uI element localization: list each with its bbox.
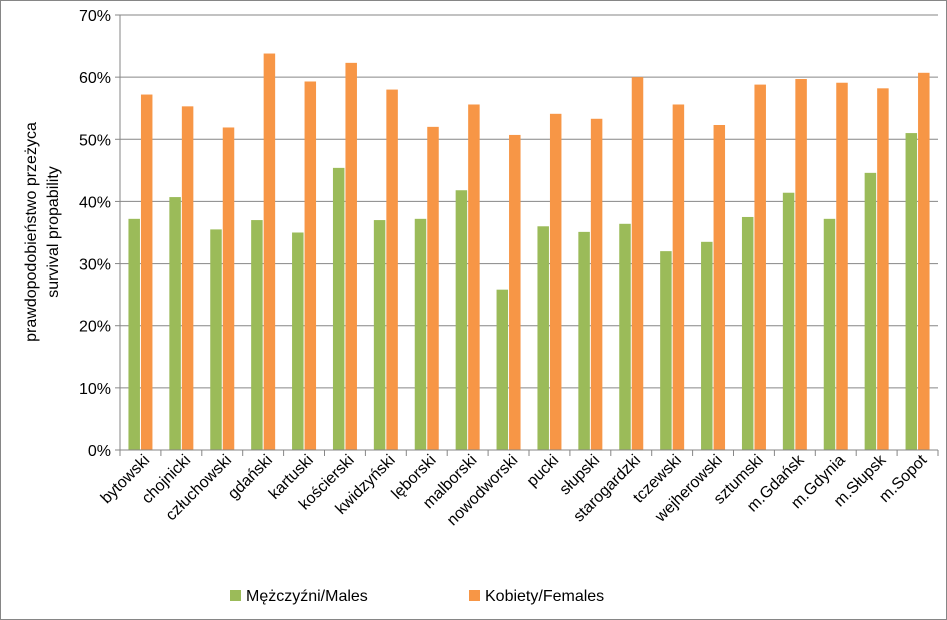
bar-females	[222, 127, 235, 450]
bar-males	[823, 218, 836, 450]
x-tick-label: pucki	[524, 452, 562, 490]
bar-males	[169, 197, 181, 450]
bar-males	[373, 220, 386, 450]
bar-males	[782, 192, 795, 450]
bar-females	[672, 104, 685, 450]
x-tick-label: gdański	[225, 452, 276, 503]
legend-label: Mężczyźni/Males	[246, 588, 368, 605]
bar-females	[181, 106, 194, 450]
bar-males	[496, 289, 509, 450]
bar-females	[836, 82, 848, 450]
gridlines	[120, 14, 938, 389]
legend: Mężczyźni/Males Kobiety/Females	[230, 588, 604, 605]
y-tick-label: 60%	[79, 70, 111, 87]
bar-females	[263, 53, 276, 451]
bar-females	[590, 118, 603, 451]
bar-males	[660, 251, 672, 450]
bar-males	[128, 218, 140, 450]
bar-males	[864, 172, 877, 451]
bar-males	[251, 220, 263, 450]
bar-females	[877, 88, 889, 450]
y-tick-label: 30%	[79, 257, 111, 274]
bar-females	[509, 134, 521, 450]
bar-females	[304, 81, 317, 450]
bar-females	[713, 124, 726, 450]
y-tick-label: 0%	[88, 443, 111, 460]
bars	[128, 53, 930, 451]
bar-males	[619, 223, 631, 450]
x-tick-labels: bytowskichojnickiczłuchowskigdańskikartu…	[98, 451, 931, 529]
bar-males	[701, 241, 713, 450]
bar-males	[578, 231, 590, 450]
bar-females	[631, 77, 644, 451]
bar-males	[292, 232, 304, 450]
bar-males	[414, 218, 427, 450]
bar-females	[140, 94, 153, 451]
legend-label: Kobiety/Females	[485, 588, 604, 605]
bar-males	[741, 216, 754, 450]
legend-swatch	[230, 590, 241, 601]
bar-males	[210, 229, 222, 450]
bar-males	[905, 133, 918, 451]
bar-females	[549, 113, 562, 451]
legend-swatch	[469, 590, 480, 601]
y-tick-label: 70%	[79, 8, 111, 25]
bar-females	[918, 72, 930, 451]
y-tick-labels: 0% 10% 20% 30% 40% 50% 60% 70%	[79, 8, 111, 460]
bar-females	[386, 89, 398, 451]
bar-females	[795, 79, 807, 450]
y-tick-label: 50%	[79, 132, 111, 149]
axes	[115, 14, 939, 456]
bar-females	[345, 62, 357, 450]
y-tick-label: 10%	[79, 381, 111, 398]
y-tick-label: 20%	[79, 319, 111, 336]
bar-females	[468, 104, 480, 450]
bar-females	[754, 84, 766, 450]
y-tick-label: 40%	[79, 194, 111, 211]
bar-males	[537, 226, 549, 450]
bar-males	[332, 167, 345, 450]
bar-females	[427, 126, 439, 450]
bar-males	[455, 190, 468, 450]
y-axis-label-line: prawdopodobieństwo przeżyca	[23, 122, 40, 342]
y-axis-label-line: survival propability	[45, 166, 62, 298]
y-axis-label: prawdopodobieństwo przeżyca survival prop…	[23, 122, 62, 342]
